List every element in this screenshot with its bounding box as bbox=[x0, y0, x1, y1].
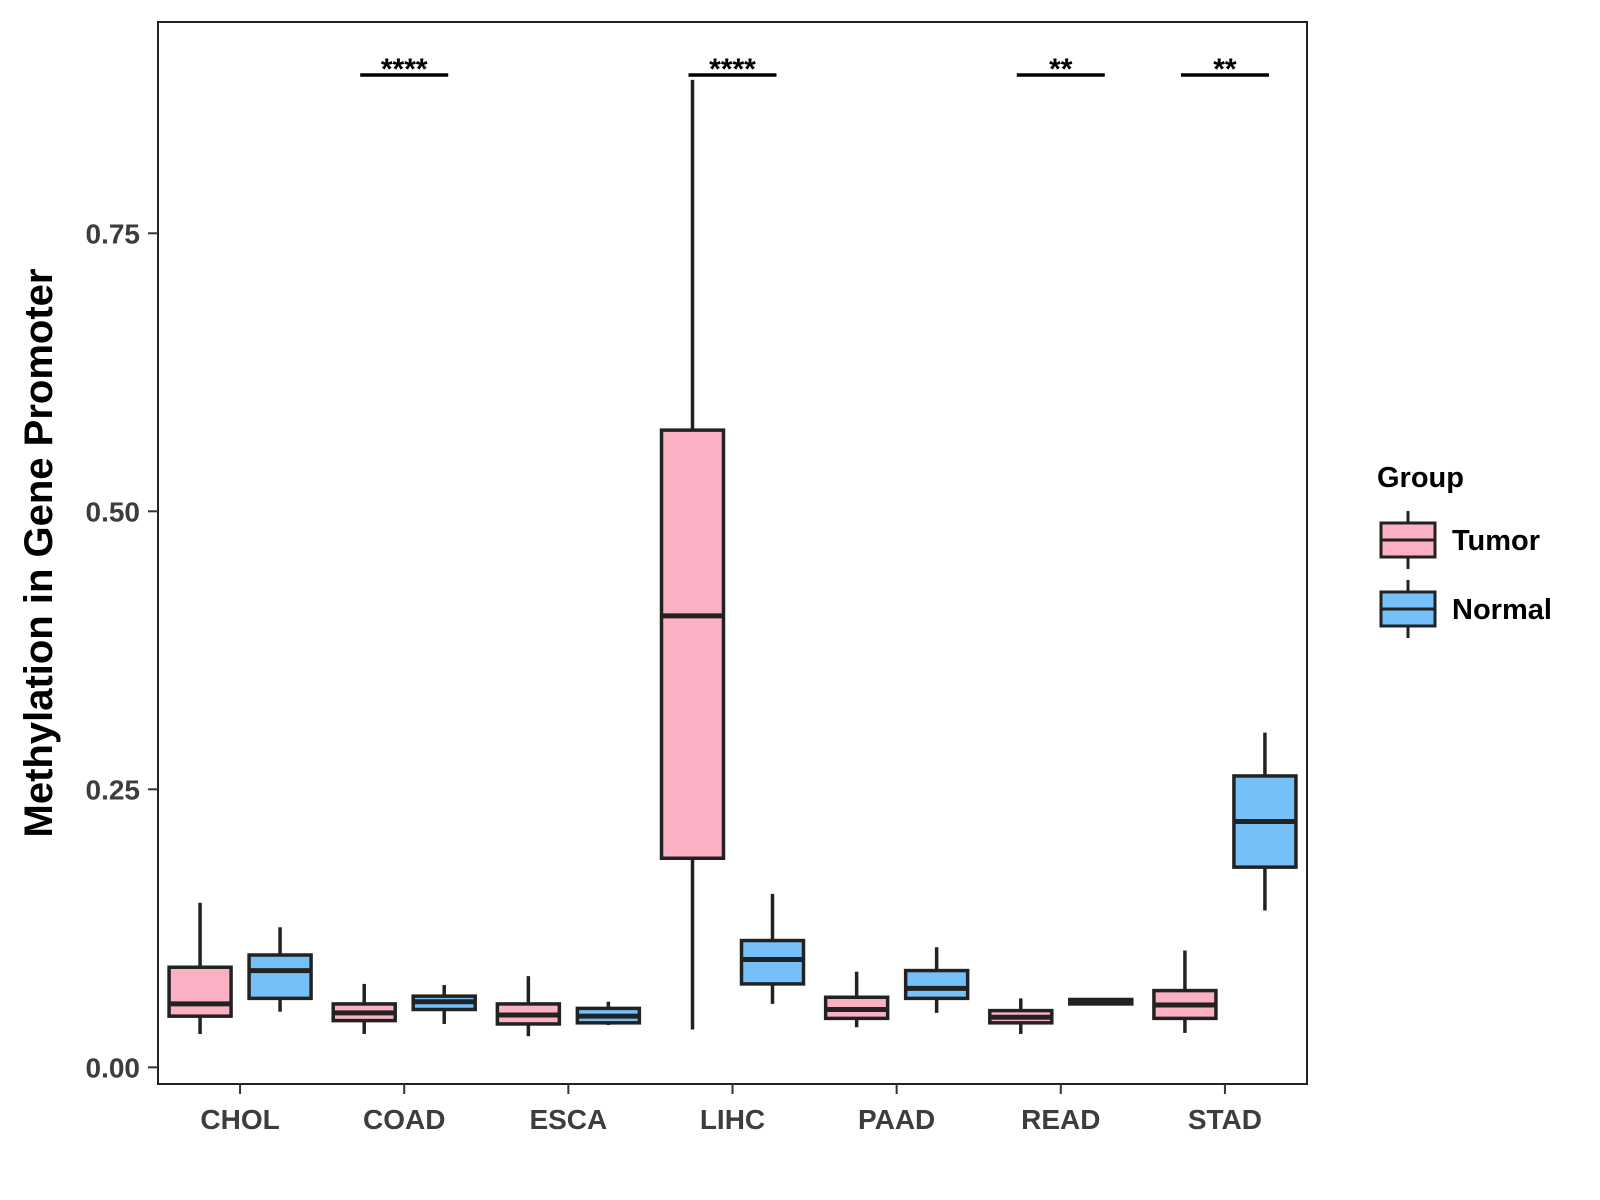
normal-chol-box bbox=[247, 953, 313, 1001]
y-tick-label: 0.75 bbox=[86, 218, 141, 249]
x-tick-label-chol: CHOL bbox=[200, 1104, 279, 1135]
tumor-lihc-box bbox=[659, 428, 726, 861]
x-tick-label-paad: PAAD bbox=[858, 1104, 935, 1135]
legend-title: Group bbox=[1377, 462, 1464, 494]
normal-paad-box bbox=[903, 968, 970, 1001]
legend: Group Tumor Normal bbox=[1377, 462, 1552, 638]
axes: 0.00 0.25 0.50 0.75 CHOL COAD ESCA LIHC PAAD READ… bbox=[86, 218, 1263, 1135]
plot-marks: **** **** ** ** bbox=[167, 53, 1298, 1037]
normal-lihc-box bbox=[739, 938, 806, 986]
legend-label-tumor: Tumor bbox=[1452, 525, 1540, 557]
y-axis-title: Methylation in Gene Promoter bbox=[17, 269, 61, 838]
x-tick-label-esca: ESCA bbox=[529, 1104, 607, 1135]
significance-label-lihc: **** bbox=[709, 53, 756, 86]
significance-label-read: ** bbox=[1049, 53, 1073, 86]
legend-label-normal: Normal bbox=[1452, 594, 1552, 626]
x-tick-label-read: READ bbox=[1021, 1104, 1100, 1135]
plot-panel-border bbox=[157, 21, 1308, 1085]
y-tick-label: 0.25 bbox=[86, 774, 141, 805]
significance-label-coad: **** bbox=[381, 53, 428, 86]
significance-label-stad: ** bbox=[1213, 53, 1237, 86]
x-tick-label-stad: STAD bbox=[1188, 1104, 1262, 1135]
x-tick-label-lihc: LIHC bbox=[700, 1104, 765, 1135]
y-tick-label: 0.50 bbox=[86, 496, 141, 527]
y-tick-label: 0.00 bbox=[86, 1052, 141, 1083]
x-tick-label-coad: COAD bbox=[363, 1104, 445, 1135]
tumor-chol-box bbox=[167, 965, 233, 1018]
